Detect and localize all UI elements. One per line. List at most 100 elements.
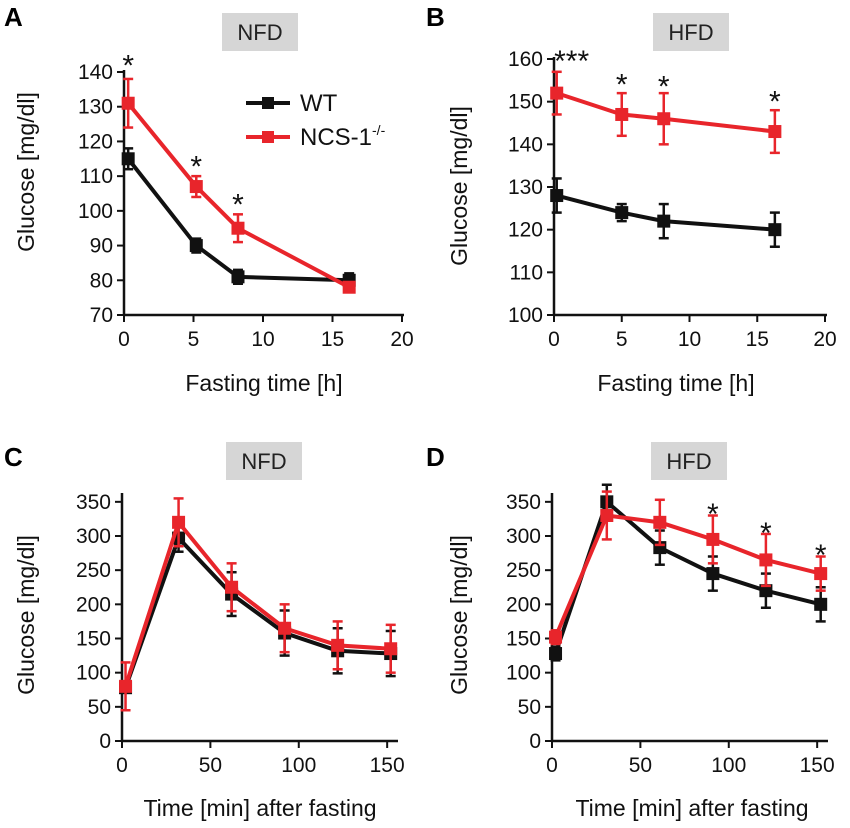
data-point (706, 532, 720, 546)
x-axis-title: Time [min] after fasting (575, 795, 808, 821)
y-tick-label: 160 (508, 48, 543, 71)
series-wt (550, 177, 782, 248)
significance-marker: *** (554, 45, 589, 78)
panel-d: D HFD Time [min] after fasting Glucose [… (426, 442, 835, 821)
data-point (657, 214, 671, 228)
x-tick-label: 150 (370, 754, 405, 777)
x-tick-label: 10 (678, 328, 701, 351)
x-tick-label: 0 (118, 328, 130, 351)
data-point (549, 647, 563, 661)
data-point (231, 270, 245, 284)
x-tick-label: 100 (281, 754, 316, 777)
data-point (768, 125, 782, 139)
series-line (553, 513, 822, 638)
y-tick-label: 100 (506, 662, 541, 685)
y-tick-label: 140 (78, 61, 113, 84)
y-tick-label: 130 (508, 176, 543, 199)
plot-area: 70 80 90 100 110 120 130 140 0 5 10 15 20 * * * (78, 50, 414, 351)
x-tick-label: 150 (800, 754, 835, 777)
legend-label-ko: NCS-1-/- (300, 122, 386, 151)
x-tick-label: 20 (813, 328, 836, 351)
legend-label-ko-sup: -/- (372, 122, 386, 138)
x-axis-title: Time [min] after fasting (143, 795, 376, 821)
panel-letter: D (426, 442, 445, 472)
y-tick-label: 250 (506, 559, 541, 582)
data-point (342, 280, 356, 294)
significance-marker: * (232, 188, 244, 221)
significance-marker: * (760, 517, 772, 550)
x-tick-label: 0 (548, 328, 560, 351)
y-tick-label: 100 (508, 304, 543, 327)
x-axis-title: Fasting time [h] (597, 370, 754, 396)
significance-marker: * (616, 68, 628, 101)
series-wt (549, 483, 828, 662)
y-tick-label: 200 (76, 593, 111, 616)
panel-b: B HFD Fasting time [h] Glucose [mg/dl] 1… (426, 2, 837, 396)
x-tick-label: 50 (629, 754, 652, 777)
x-tick-label: 50 (199, 754, 222, 777)
x-tick-label: 100 (711, 754, 746, 777)
x-tick-label: 15 (746, 328, 769, 351)
data-point (172, 515, 186, 529)
y-tick-label: 120 (78, 130, 113, 153)
series-ko (121, 77, 356, 294)
y-tick-label: 120 (508, 219, 543, 242)
y-tick-label: 300 (506, 525, 541, 548)
data-point (814, 567, 828, 581)
data-point (549, 630, 563, 644)
condition-box (653, 13, 729, 51)
panel-letter: C (4, 442, 23, 472)
condition-label: HFD (668, 20, 713, 45)
series-line (123, 520, 391, 687)
y-tick-label: 90 (90, 235, 113, 258)
y-tick-label: 130 (78, 96, 113, 119)
series-ko (119, 497, 398, 712)
series-line (556, 91, 776, 134)
data-point (231, 221, 245, 235)
panel-c: C NFD Time [min] after fasting Glucose [… (4, 442, 405, 821)
y-tick-label: 150 (508, 91, 543, 114)
plot-area: 0 50 100 150 200 250 300 350 0 50 100 150 * * * (506, 483, 835, 777)
series-line (553, 499, 822, 655)
x-tick-label: 0 (546, 754, 558, 777)
data-point (550, 189, 564, 203)
y-tick-label: 350 (506, 491, 541, 514)
data-point (600, 509, 614, 522)
y-axis-title: Glucose [mg/dl] (13, 535, 39, 695)
y-tick-label: 110 (80, 165, 113, 188)
plot-area: 0 50 100 150 200 250 300 350 0 50 100 150 (76, 491, 405, 777)
y-tick-label: 100 (76, 662, 111, 685)
y-tick-label: 100 (78, 200, 113, 223)
significance-marker: * (769, 85, 781, 118)
data-point (278, 621, 292, 635)
y-axis-title: Glucose [mg/dl] (446, 106, 472, 266)
y-axis-title: Glucose [mg/dl] (446, 535, 472, 695)
y-tick-label: 70 (90, 304, 113, 327)
series-ko (550, 70, 782, 155)
y-tick-label: 150 (76, 628, 111, 651)
significance-marker: * (190, 150, 202, 183)
data-point (706, 567, 720, 581)
y-tick-label: 0 (99, 730, 111, 753)
x-tick-label: 15 (321, 328, 344, 351)
data-point (119, 679, 133, 693)
x-tick-label: 10 (251, 328, 274, 351)
y-tick-label: 0 (529, 730, 541, 753)
y-tick-label: 140 (508, 133, 543, 156)
y-axis-title: Glucose [mg/dl] (13, 92, 39, 252)
condition-label: HFD (666, 449, 711, 474)
data-point (331, 638, 345, 652)
panel-letter: A (4, 2, 23, 32)
y-tick-label: 200 (506, 593, 541, 616)
significance-marker: * (658, 70, 670, 103)
x-tick-label: 5 (188, 328, 200, 351)
data-point (121, 96, 135, 110)
legend-label-ko-name: NCS-1 (300, 124, 372, 151)
data-point (759, 584, 773, 598)
data-point (121, 152, 135, 166)
data-point (550, 86, 564, 100)
data-point (225, 580, 239, 594)
y-tick-label: 110 (510, 261, 543, 284)
x-tick-label: 5 (616, 328, 628, 351)
